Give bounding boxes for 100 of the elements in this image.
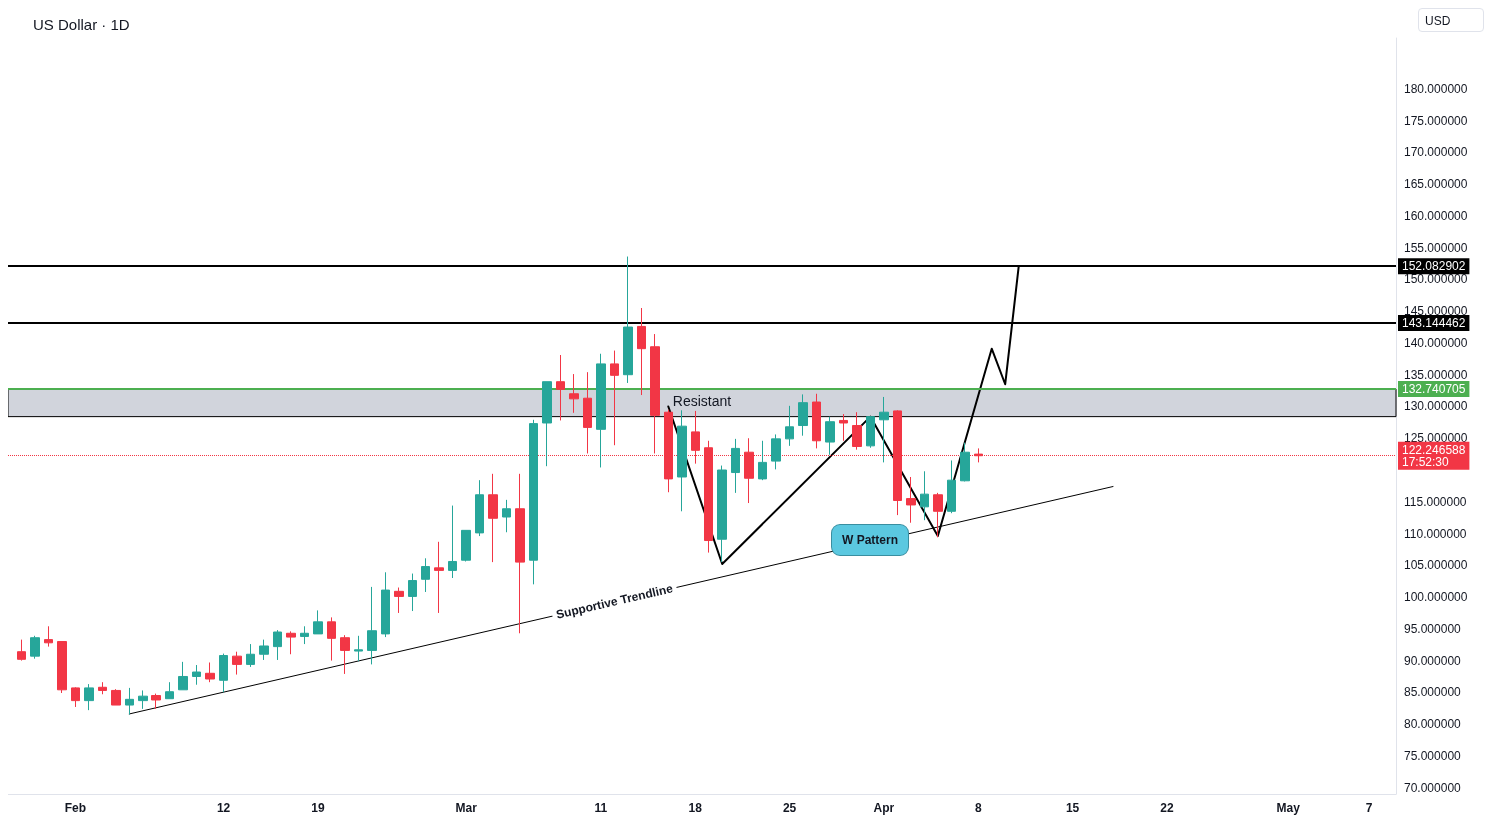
candlestick bbox=[44, 625, 53, 648]
candlestick bbox=[650, 333, 660, 454]
candlestick bbox=[825, 416, 835, 456]
x-tick-label: 22 bbox=[1160, 801, 1174, 815]
candlestick bbox=[327, 616, 336, 662]
y-tick-label: 95.000000 bbox=[1404, 621, 1462, 636]
y-tick-label: 100.000000 bbox=[1404, 590, 1468, 605]
candlestick bbox=[71, 686, 80, 708]
candlestick bbox=[947, 459, 956, 514]
candlestick bbox=[30, 635, 40, 660]
candlestick bbox=[57, 641, 67, 694]
candlestick bbox=[798, 393, 808, 437]
candlestick bbox=[960, 442, 970, 482]
candlestick bbox=[165, 681, 174, 700]
candlestick bbox=[381, 571, 390, 638]
candlestick bbox=[906, 476, 916, 524]
y-tick-label: 115.000000 bbox=[1404, 494, 1467, 509]
y-tick-label: 170.000000 bbox=[1404, 145, 1468, 160]
candlestick bbox=[502, 499, 511, 533]
candlestick bbox=[475, 479, 484, 537]
candlestick bbox=[866, 415, 875, 449]
candlestick bbox=[300, 625, 309, 645]
y-tick-label: 70.000000 bbox=[1404, 780, 1462, 795]
y-tick-label: 110.000000 bbox=[1404, 526, 1467, 541]
candlestick bbox=[151, 693, 161, 710]
chart-title: US Dollar · 1D bbox=[33, 16, 130, 33]
candlestick bbox=[596, 353, 606, 468]
annotation: W Pattern bbox=[842, 533, 899, 547]
candlestick bbox=[529, 419, 538, 585]
candlestick bbox=[785, 405, 794, 447]
candlestick bbox=[515, 473, 525, 634]
x-tick-label: Apr bbox=[873, 801, 895, 815]
candlestick bbox=[542, 381, 552, 467]
candlestick bbox=[259, 639, 269, 661]
candlestick bbox=[610, 350, 619, 446]
y-tick-label: 150.000000 bbox=[1404, 272, 1468, 287]
candlestick bbox=[933, 492, 943, 538]
x-tick-label: 11 bbox=[594, 801, 608, 815]
candlestick bbox=[461, 529, 471, 562]
currency-select: USD bbox=[1418, 8, 1484, 32]
y-tick-label: 90.000000 bbox=[1404, 653, 1462, 668]
x-tick-label: Mar bbox=[455, 801, 478, 815]
y-tick-label: 175.000000 bbox=[1404, 113, 1468, 128]
y-tick-label: 80.000000 bbox=[1404, 717, 1462, 732]
y-tick-label: 75.000000 bbox=[1404, 748, 1462, 763]
ref-line-label: 132.740705 bbox=[1402, 382, 1466, 397]
candlestick bbox=[313, 609, 323, 635]
candlestick bbox=[98, 681, 107, 695]
candlestick bbox=[421, 557, 430, 593]
candlestick bbox=[852, 411, 862, 451]
candlestick bbox=[812, 393, 821, 449]
candlestick bbox=[367, 586, 377, 665]
candlestick bbox=[569, 373, 579, 414]
x-tick-label: 25 bbox=[782, 801, 797, 815]
y-tick-label: 135.000000 bbox=[1404, 367, 1468, 382]
candlestick bbox=[138, 689, 148, 710]
candlestick bbox=[758, 440, 767, 481]
candlestick bbox=[219, 653, 228, 693]
y-tick-label: 180.000000 bbox=[1404, 81, 1468, 96]
candlestick bbox=[232, 651, 242, 676]
y-tick-label: 85.000000 bbox=[1404, 685, 1462, 700]
candlestick bbox=[111, 688, 121, 706]
candlestick bbox=[125, 687, 134, 716]
x-tick-label: 15 bbox=[1065, 801, 1080, 815]
candlestick bbox=[354, 635, 363, 662]
candlestick bbox=[731, 438, 740, 494]
candlestick bbox=[273, 629, 282, 661]
x-tick-label: 19 bbox=[311, 801, 325, 815]
y-tick-label: 165.000000 bbox=[1404, 177, 1468, 192]
candlestick bbox=[286, 630, 296, 655]
candlestick bbox=[178, 661, 188, 691]
x-tick-label: May bbox=[1276, 801, 1301, 815]
x-tick-label: 12 bbox=[216, 801, 231, 815]
y-tick-label: 160.000000 bbox=[1404, 208, 1468, 223]
y-tick-label: 105.000000 bbox=[1404, 558, 1468, 573]
candlestick bbox=[879, 396, 889, 463]
candlestick bbox=[408, 573, 417, 612]
candlestick bbox=[771, 433, 781, 470]
candlestick bbox=[920, 470, 929, 521]
x-tick-label: 8 bbox=[974, 801, 982, 815]
x-tick-label: 7 bbox=[1365, 801, 1373, 815]
y-tick-label: 130.000000 bbox=[1404, 399, 1468, 414]
candlestick bbox=[205, 661, 215, 683]
candlestick bbox=[394, 587, 404, 614]
candlestick bbox=[583, 371, 592, 454]
candlestick bbox=[488, 473, 498, 563]
candlestick bbox=[637, 307, 646, 396]
band-label: Resistant bbox=[672, 392, 732, 409]
candlestick bbox=[623, 256, 633, 384]
y-tick-label: 140.000000 bbox=[1404, 335, 1468, 350]
x-tick-label: Feb bbox=[64, 801, 87, 815]
candlestick bbox=[192, 664, 201, 686]
candlestick bbox=[556, 354, 565, 421]
y-tick-label: 155.000000 bbox=[1404, 240, 1468, 255]
candlestick bbox=[340, 634, 350, 675]
candlestick bbox=[434, 541, 444, 614]
ref-line-label: 152.082902 bbox=[1402, 259, 1466, 274]
candlestick bbox=[839, 413, 848, 442]
candlestick bbox=[717, 465, 727, 563]
candlestick bbox=[84, 683, 94, 711]
